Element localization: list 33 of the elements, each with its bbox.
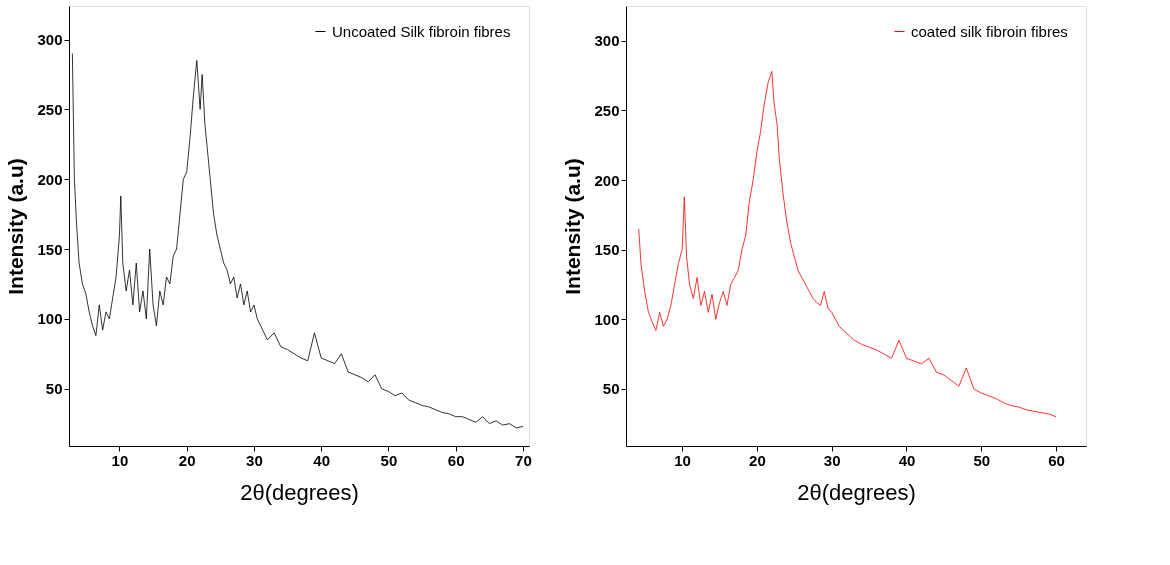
x-tick-label: 60 <box>447 451 465 469</box>
y-axis-title: Intensity (a.u) <box>561 158 585 295</box>
line-series <box>71 53 524 429</box>
y-tick-label: 250 <box>37 100 63 118</box>
y-tick-label: 250 <box>594 101 620 119</box>
y-tick-label: 100 <box>594 310 620 328</box>
x-tick-label: 20 <box>749 451 766 469</box>
x-tick-label: 20 <box>178 451 196 469</box>
x-tick-label: 50 <box>380 451 398 469</box>
x-tick-label: 30 <box>823 451 841 469</box>
y-tick-label: 300 <box>37 31 63 49</box>
x-tick-label: 10 <box>111 451 129 469</box>
y-tick-label: 50 <box>45 380 63 398</box>
y-tick-label: 150 <box>594 241 620 259</box>
line-series <box>638 71 1057 418</box>
x-axis-title: 2θ(degrees) <box>797 479 916 505</box>
y-tick-label: 100 <box>37 310 63 328</box>
y-tick-label: 200 <box>594 171 620 189</box>
x-tick-label: 60 <box>1048 451 1065 469</box>
x-tick-label: 30 <box>246 451 263 469</box>
x-tick-label: 40 <box>898 451 916 469</box>
x-tick-label: 40 <box>313 451 331 469</box>
y-tick-label: 150 <box>37 240 63 258</box>
legend-label: coated silk fibroin fibres <box>911 22 1068 40</box>
x-tick-label: 50 <box>973 451 991 469</box>
y-tick-label: 300 <box>594 32 620 50</box>
x-axis-title: 2θ(degrees) <box>240 479 359 505</box>
x-tick-label: 70 <box>515 451 532 469</box>
y-tick-label: 200 <box>37 170 63 188</box>
x-tick-label: 10 <box>674 451 691 469</box>
y-axis-title: Intensity (a.u) <box>4 158 28 295</box>
legend-label: Uncoated Silk fibroin fibres <box>332 22 511 40</box>
y-tick-label: 50 <box>602 380 620 398</box>
